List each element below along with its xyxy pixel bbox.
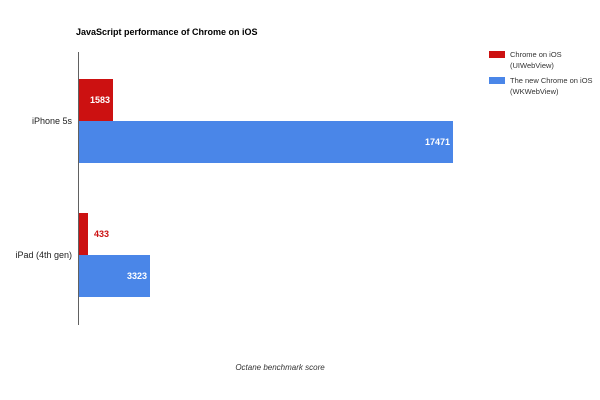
y-axis-line xyxy=(78,52,79,325)
x-axis-title: Octane benchmark score xyxy=(235,363,325,372)
legend-swatch-uiwebview-icon xyxy=(489,51,505,58)
legend-item-uiwebview: Chrome on iOS (UIWebView) xyxy=(489,49,593,71)
category-label-ipad-4th-gen: iPad (4th gen) xyxy=(15,250,72,260)
legend-label-line2: (WKWebView) xyxy=(510,87,559,96)
legend-label: Chrome on iOS (UIWebView) xyxy=(510,49,562,71)
bar-wkwebview-category-0: 17471 xyxy=(79,121,453,163)
bar-wkwebview-category-1: 3323 xyxy=(79,255,150,297)
legend-label-line1: Chrome on iOS xyxy=(510,50,562,59)
legend-swatch-wkwebview-icon xyxy=(489,77,505,84)
legend-label-line2: (UIWebView) xyxy=(510,61,554,70)
legend-label: The new Chrome on iOS (WKWebView) xyxy=(510,75,593,97)
bar-value-label: 433 xyxy=(94,229,110,239)
bar-uiwebview-category-1 xyxy=(79,213,88,255)
chart-title: JavaScript performance of Chrome on iOS xyxy=(76,27,258,37)
bar-value-label: 3323 xyxy=(126,271,147,281)
legend-item-wkwebview: The new Chrome on iOS (WKWebView) xyxy=(489,75,593,97)
legend-label-line1: The new Chrome on iOS xyxy=(510,76,593,85)
legend: Chrome on iOS (UIWebView) The new Chrome… xyxy=(489,49,593,101)
bar-value-label: 1583 xyxy=(89,95,110,105)
bar-uiwebview-category-0: 1583 xyxy=(79,79,113,121)
category-label-iphone-5s: iPhone 5s xyxy=(31,116,72,126)
bar-value-label: 17471 xyxy=(424,137,450,147)
